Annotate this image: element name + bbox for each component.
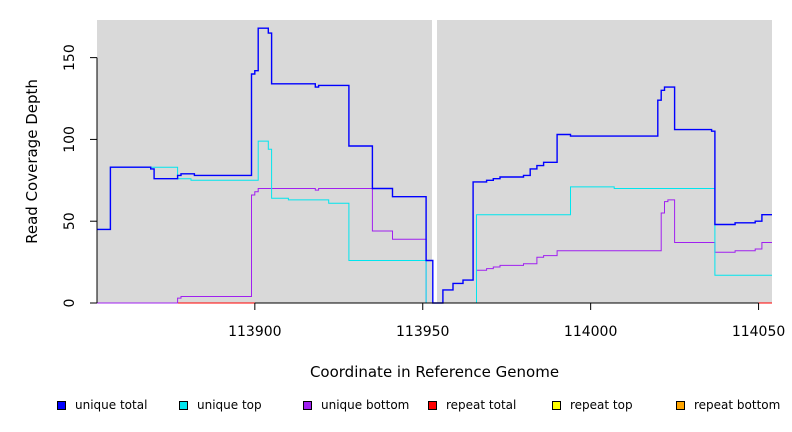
series-line-unique-bottom xyxy=(97,188,772,304)
legend: unique total unique top unique bottom re… xyxy=(0,398,792,420)
legend-item-repeat-total: repeat total xyxy=(428,398,516,412)
legend-item-unique-bottom: unique bottom xyxy=(303,398,409,412)
y-tick-label: 0 xyxy=(62,299,78,308)
legend-item-repeat-top: repeat top xyxy=(552,398,633,412)
legend-label: unique total xyxy=(75,398,148,412)
legend-swatch-repeat-bottom xyxy=(676,400,685,410)
legend-item-repeat-bottom: repeat bottom xyxy=(676,398,780,412)
legend-swatch-repeat-total xyxy=(428,400,437,410)
legend-swatch-unique-bottom xyxy=(303,400,312,410)
x-tick-label: 113950 xyxy=(396,324,449,340)
series-line-unique-total xyxy=(97,27,772,304)
x-tick-label: 114000 xyxy=(564,324,617,340)
legend-label: repeat top xyxy=(570,398,633,412)
y-tick-label: 100 xyxy=(62,126,78,153)
y-tick-label: 150 xyxy=(62,44,78,71)
x-axis-ticks: 113900 113950 114000 114050 xyxy=(228,303,785,340)
y-axis-title: Read Coverage Depth xyxy=(23,79,41,244)
legend-label: repeat total xyxy=(446,398,517,412)
legend-item-unique-total: unique total xyxy=(57,398,147,412)
x-tick-label: 113900 xyxy=(228,324,281,340)
plot-gap xyxy=(432,20,437,303)
x-tick-label: 114050 xyxy=(732,324,785,340)
legend-label: unique top xyxy=(197,398,262,412)
x-axis-title: Coordinate in Reference Genome xyxy=(310,363,559,381)
legend-swatch-unique-total xyxy=(57,400,66,410)
y-axis-ticks: 0 50 100 150 xyxy=(62,44,97,307)
legend-label: unique bottom xyxy=(321,398,410,412)
legend-label: repeat bottom xyxy=(694,398,781,412)
series-line-unique-top xyxy=(97,140,772,304)
y-tick-label: 50 xyxy=(62,212,78,230)
coverage-chart: 113900 113950 114000 114050 0 50 100 150 Coord… xyxy=(23,20,785,381)
legend-swatch-repeat-top xyxy=(552,400,561,410)
legend-swatch-unique-top xyxy=(179,400,188,410)
legend-item-unique-top: unique top xyxy=(179,398,262,412)
